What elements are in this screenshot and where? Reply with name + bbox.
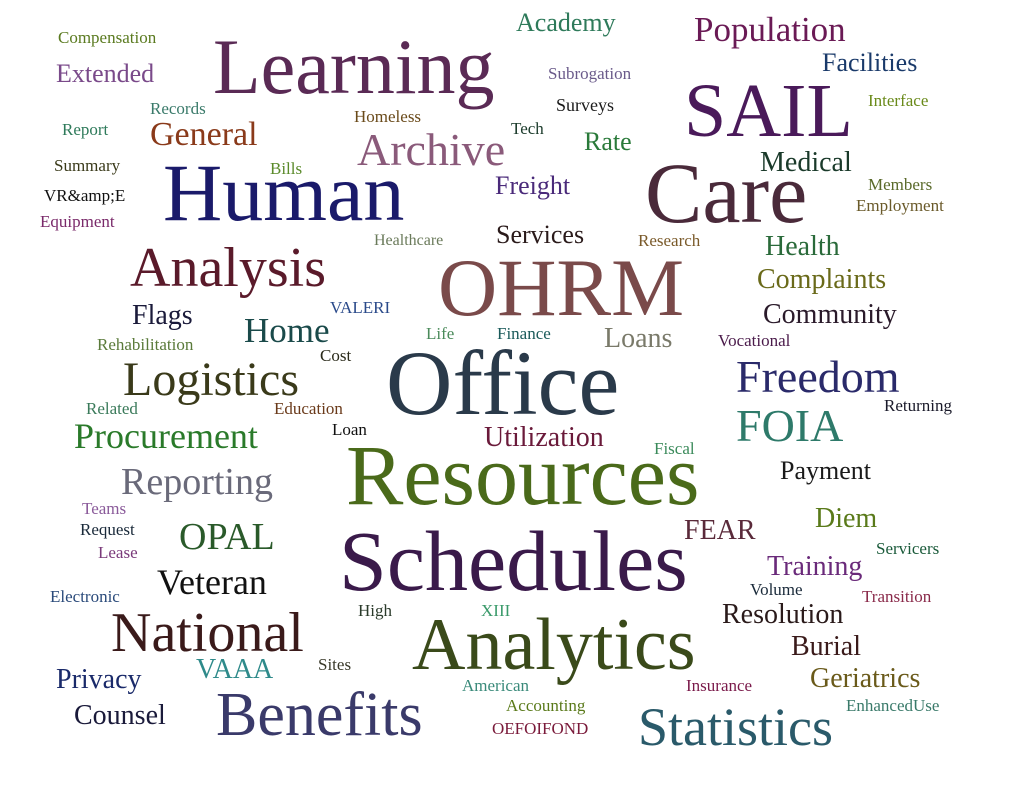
word-fiscal: Fiscal <box>654 439 695 458</box>
word-learning: Learning <box>213 23 495 110</box>
word-logistics: Logistics <box>123 353 299 406</box>
word-geriatrics: Geriatrics <box>810 663 921 694</box>
word-archive: Archive <box>357 124 506 175</box>
word-foia: FOIA <box>736 400 844 451</box>
word-homeless: Homeless <box>354 107 422 126</box>
word-medical: Medical <box>760 147 852 178</box>
word-volume: Volume <box>750 580 803 599</box>
word-vaaa: VAAA <box>196 654 274 685</box>
word-education: Education <box>274 399 343 418</box>
word-analysis: Analysis <box>130 237 326 299</box>
word-facilities: Facilities <box>822 48 918 77</box>
word-request: Request <box>80 520 135 539</box>
word-health: Health <box>765 231 840 262</box>
word-fear: FEAR <box>684 515 756 546</box>
word-resources: Resources <box>346 427 700 523</box>
word-vr-amp-e: VR&amp;E <box>44 186 126 205</box>
word-office: Office <box>386 332 620 434</box>
word-surveys: Surveys <box>556 95 614 115</box>
word-care: Care <box>645 145 808 241</box>
word-analytics: Analytics <box>412 604 696 686</box>
word-human: Human <box>163 147 405 238</box>
word-oefoifond: OEFOIFOND <box>492 719 589 738</box>
word-extended: Extended <box>56 59 155 88</box>
word-xiii: XIII <box>481 601 511 620</box>
word-summary: Summary <box>54 156 121 175</box>
word-freedom: Freedom <box>736 351 900 402</box>
word-ohrm: OHRM <box>438 242 685 333</box>
word-loan: Loan <box>332 420 367 439</box>
word-american: American <box>462 676 530 695</box>
word-electronic: Electronic <box>50 587 120 606</box>
word-transition: Transition <box>862 587 932 606</box>
word-training: Training <box>767 551 863 582</box>
word-servicers: Servicers <box>876 539 940 558</box>
word-bills: Bills <box>270 159 303 178</box>
word-finance: Finance <box>497 324 551 343</box>
word-high: High <box>358 601 392 620</box>
word-subrogation: Subrogation <box>548 64 632 83</box>
word-cost: Cost <box>320 346 352 365</box>
word-life: Life <box>426 324 455 343</box>
word-teams: Teams <box>82 499 127 518</box>
word-schedules: Schedules <box>339 513 688 609</box>
word-veteran: Veteran <box>157 562 267 602</box>
word-procurement: Procurement <box>74 416 258 456</box>
word-resolution: Resolution <box>722 599 844 630</box>
word-healthcare: Healthcare <box>374 232 444 249</box>
word-employment: Employment <box>856 196 944 215</box>
word-flags: Flags <box>132 300 193 331</box>
word-rate: Rate <box>584 127 632 156</box>
word-academy: Academy <box>516 8 616 37</box>
word-loans: Loans <box>604 323 673 354</box>
word-tech: Tech <box>511 119 544 138</box>
word-counsel: Counsel <box>74 700 166 731</box>
word-burial: Burial <box>791 631 861 662</box>
word-related: Related <box>86 399 138 418</box>
word-reporting: Reporting <box>121 461 273 503</box>
word-enhanceduse: EnhancedUse <box>846 696 940 715</box>
word-valeri: VALERI <box>330 298 391 317</box>
word-returning: Returning <box>884 396 952 415</box>
word-payment: Payment <box>780 456 871 485</box>
word-population: Population <box>694 10 846 49</box>
word-insurance: Insurance <box>686 676 753 695</box>
word-utilization: Utilization <box>484 422 604 453</box>
word-privacy: Privacy <box>56 664 142 695</box>
word-services: Services <box>496 220 585 249</box>
word-accounting: Accounting <box>506 696 586 715</box>
word-rehabilitation: Rehabilitation <box>97 335 194 354</box>
word-diem: Diem <box>815 503 878 534</box>
word-national: National <box>111 602 304 664</box>
word-complaints: Complaints <box>757 264 887 295</box>
word-sail: SAIL <box>684 69 853 153</box>
word-members: Members <box>868 175 933 194</box>
word-home: Home <box>244 311 330 350</box>
word-opal: OPAL <box>179 516 275 558</box>
word-compensation: Compensation <box>58 28 157 47</box>
word-freight: Freight <box>495 171 571 200</box>
word-lease: Lease <box>98 543 138 562</box>
word-general: General <box>150 116 258 153</box>
word-research: Research <box>638 231 701 250</box>
word-equipment: Equipment <box>40 212 115 231</box>
word-benefits: Benefits <box>216 681 423 749</box>
word-report: Report <box>62 120 109 139</box>
word-community: Community <box>763 299 897 330</box>
word-statistics: Statistics <box>638 697 834 757</box>
word-sites: Sites <box>318 655 352 674</box>
word-interface: Interface <box>868 91 929 110</box>
word-vocational: Vocational <box>718 331 791 350</box>
word-records: Records <box>150 99 206 118</box>
